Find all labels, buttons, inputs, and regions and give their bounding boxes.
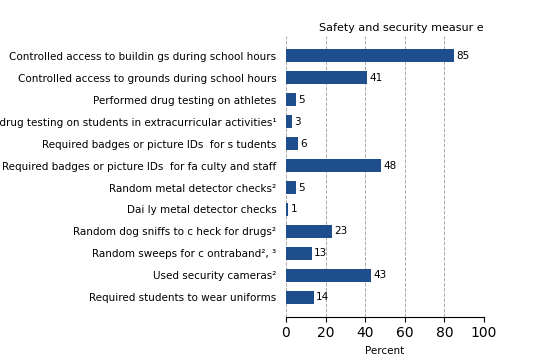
Bar xyxy=(286,291,313,304)
Text: 23: 23 xyxy=(334,226,347,237)
Text: 48: 48 xyxy=(383,161,397,171)
Text: 6: 6 xyxy=(300,139,307,149)
Bar xyxy=(286,137,298,150)
Text: Safety and security measur e: Safety and security measur e xyxy=(320,23,484,33)
X-axis label: Percent: Percent xyxy=(365,346,405,356)
Bar xyxy=(286,247,312,260)
Text: 14: 14 xyxy=(316,292,329,302)
Text: 1: 1 xyxy=(290,205,297,214)
Text: 43: 43 xyxy=(373,270,387,280)
Text: 85: 85 xyxy=(456,51,470,61)
Text: 3: 3 xyxy=(294,116,301,127)
Bar xyxy=(286,159,381,172)
Bar xyxy=(286,269,371,282)
Bar xyxy=(286,71,367,84)
Bar xyxy=(286,203,288,216)
Text: 5: 5 xyxy=(298,182,305,193)
Text: 41: 41 xyxy=(370,73,383,83)
Bar xyxy=(286,115,292,128)
Bar xyxy=(286,49,454,62)
Bar xyxy=(286,225,332,238)
Text: 5: 5 xyxy=(298,95,305,105)
Text: 13: 13 xyxy=(314,248,327,258)
Bar xyxy=(286,181,296,194)
Bar xyxy=(286,93,296,106)
